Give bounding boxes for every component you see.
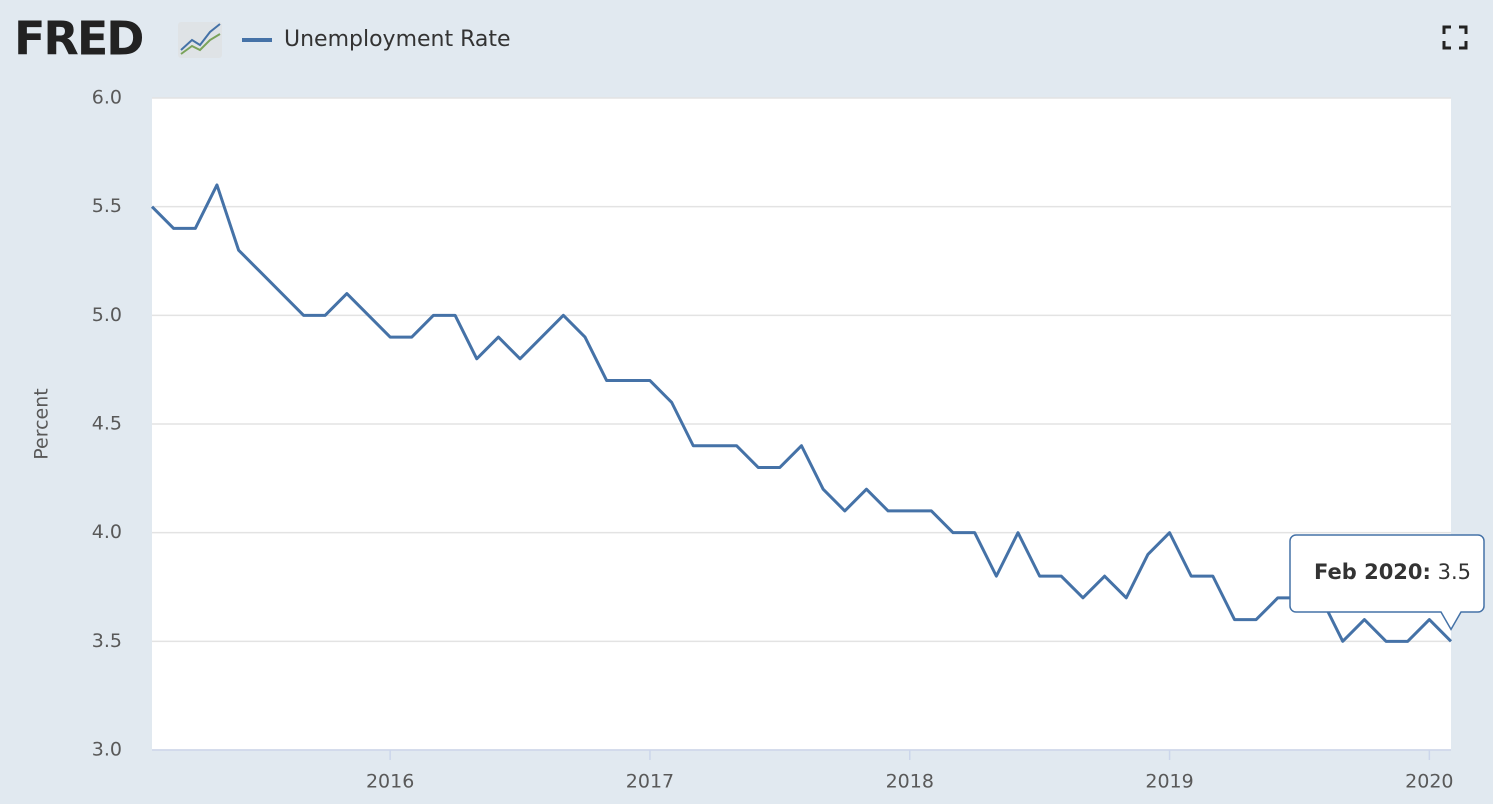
y-tick-label: 5.5 (92, 195, 122, 217)
tooltip-gap (1431, 560, 1438, 584)
data-line (150, 183, 1453, 643)
y-tick-label: 6.0 (92, 87, 122, 109)
legend-label: Unemployment Rate (284, 27, 511, 52)
tooltip-value: 3.5 (1438, 560, 1471, 584)
x-tick-label: 2017 (626, 771, 674, 793)
tooltip-text: Feb 2020: 3.5 (1314, 560, 1471, 584)
y-tick-label: 4.0 (92, 521, 122, 543)
y-tick-label: 5.0 (92, 304, 122, 326)
tooltip: Feb 2020: 3.5 (1289, 534, 1485, 631)
logo-icon (178, 22, 222, 58)
tooltip-date: Feb 2020 (1314, 560, 1423, 584)
x-tick-label: 2018 (886, 771, 934, 793)
x-tick-label: 2020 (1405, 771, 1453, 793)
tooltip-separator: : (1423, 560, 1431, 584)
y-tick-label: 3.0 (92, 739, 122, 761)
fullscreen-icon[interactable] (1442, 25, 1468, 50)
x-tick-label: 2019 (1145, 771, 1193, 793)
tooltip-box (1289, 534, 1485, 631)
y-axis-label: Percent (31, 388, 53, 460)
logo: FRED (14, 12, 142, 66)
x-tick-label: 2016 (366, 771, 414, 793)
y-tick-label: 4.5 (92, 413, 122, 435)
y-tick-label: 3.5 (92, 630, 122, 652)
